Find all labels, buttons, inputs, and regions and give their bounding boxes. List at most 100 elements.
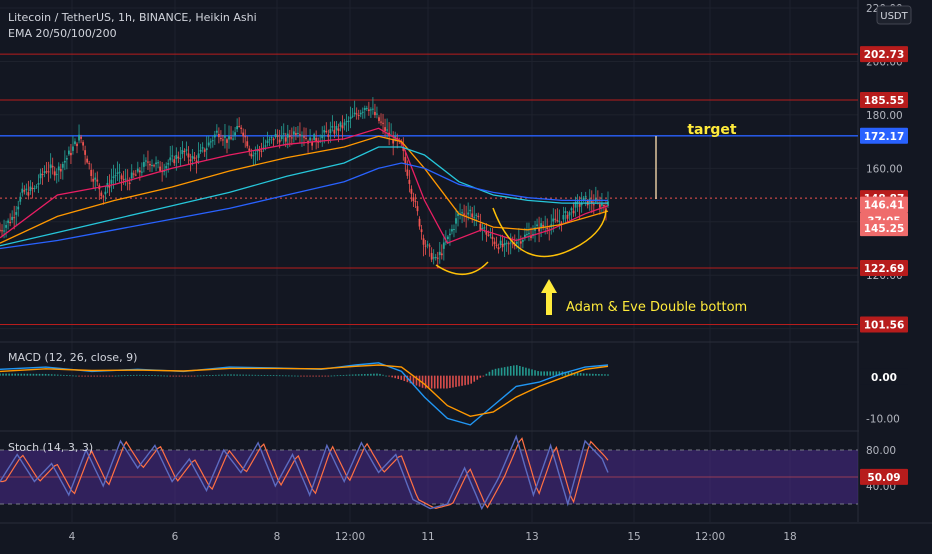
currency-badge[interactable] [876, 5, 912, 25]
candle-body [254, 153, 257, 155]
candle-body [236, 126, 239, 130]
candle-body [215, 130, 218, 133]
macd-histogram-bar [546, 371, 548, 376]
candle-body [572, 210, 575, 214]
macd-histogram-bar [260, 374, 263, 376]
macd-histogram-bar [69, 375, 71, 377]
candle-body [361, 111, 364, 113]
candle-body [197, 153, 200, 158]
macd-histogram-bar [136, 374, 138, 376]
ema-lines [0, 127, 609, 250]
macd-histogram-bar [2, 373, 4, 376]
candle-body [171, 155, 174, 157]
macd-histogram-bar [470, 375, 472, 384]
candle-body [337, 128, 340, 131]
candle-body [404, 157, 407, 164]
candle-body [68, 150, 70, 155]
candle-body [104, 191, 107, 195]
macd-histogram-bar [221, 374, 223, 376]
candle-body [327, 134, 330, 137]
macd-histogram-bar [354, 374, 357, 376]
macd-histogram-bar [464, 375, 466, 386]
candle-body [463, 213, 466, 215]
candle-body [165, 166, 168, 169]
candle-body [268, 139, 271, 141]
macd-histogram-bar [412, 375, 415, 385]
macd-histogram-bar [370, 373, 372, 376]
macd-histogram-bar [339, 375, 342, 376]
candle-body [349, 116, 352, 119]
candle-body [177, 156, 180, 159]
macd-histogram-bar [205, 375, 208, 377]
candle-body [469, 209, 472, 212]
candle-body [376, 113, 378, 115]
macd-histogram-bar [154, 375, 156, 377]
macd-histogram-bar [257, 374, 260, 376]
candle-body [584, 195, 587, 197]
candle-body [228, 135, 230, 140]
candle-body [570, 208, 573, 211]
macd-histogram-bar [601, 374, 603, 376]
candle-body [430, 253, 433, 260]
candle-body [493, 241, 496, 245]
candle-body [112, 176, 115, 179]
candle-body [386, 129, 388, 131]
candle-body [35, 186, 38, 188]
candle-body [55, 173, 58, 175]
price-axis: 220.00200.00180.00160.00140.00120.00100.… [859, 0, 932, 522]
candle-body [27, 192, 30, 196]
candle-body [124, 178, 127, 180]
candle-body [189, 159, 192, 162]
macd-histogram-bar [99, 375, 102, 377]
candle-body [467, 212, 470, 215]
candle-body [526, 233, 528, 235]
macd-histogram-bar [145, 375, 147, 376]
macd-histogram-bar [291, 375, 293, 377]
macd-histogram-bar [342, 374, 345, 376]
macd-histogram-bar [288, 375, 290, 377]
candle-body [495, 244, 498, 246]
macd-histogram-bar [105, 375, 108, 377]
macd-histogram-bar [427, 375, 430, 389]
macd-histogram-bar [506, 366, 509, 376]
macd-histogram-bar [251, 374, 254, 376]
candle-body [292, 131, 295, 135]
macd-histogram-bar [582, 373, 585, 376]
candle-body [140, 171, 143, 173]
candle-body [515, 241, 518, 244]
macd-histogram-bar [540, 371, 542, 376]
candle-body [222, 139, 224, 141]
macd-histogram-bar [172, 375, 175, 377]
grid [0, 0, 932, 522]
candle-body [159, 166, 162, 171]
macd-histogram-bar [66, 375, 68, 376]
macd-histogram-bar [488, 371, 491, 376]
candle-body [175, 154, 178, 160]
candle-body [521, 240, 524, 242]
candle-body [100, 192, 103, 196]
macd-histogram-bar [592, 373, 594, 376]
macd-histogram-bar [227, 374, 229, 376]
macd-histogram-bar [388, 375, 390, 377]
candle-body [13, 217, 16, 219]
candle-body [436, 257, 439, 259]
stoch-k-line [0, 434, 609, 511]
candle-body [157, 162, 159, 164]
candle-body [3, 230, 5, 232]
candle-body [297, 132, 299, 134]
candle-body [333, 129, 336, 134]
candle-body [384, 127, 386, 131]
macd-histogram-bar [549, 371, 552, 376]
candle-body [536, 224, 538, 226]
ema-line [0, 135, 609, 244]
candle-body [605, 208, 607, 211]
candle-body [128, 182, 131, 185]
macd-histogram-bar [275, 375, 278, 377]
candle-body [256, 149, 259, 152]
candle-body [217, 133, 220, 138]
candle-body [416, 206, 419, 212]
stoch-d-line [0, 437, 609, 510]
candle-body [19, 196, 22, 202]
